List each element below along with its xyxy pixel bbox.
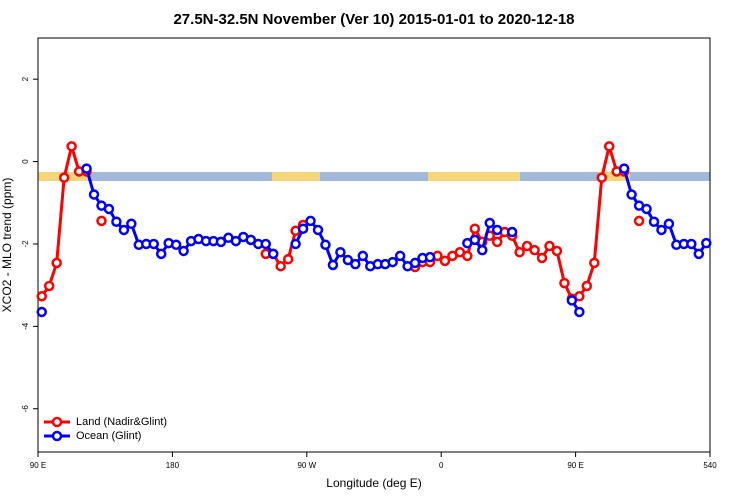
data-point	[36, 306, 47, 318]
data-point	[305, 215, 316, 227]
data-point	[36, 291, 47, 302]
x-tick-label: 540	[703, 461, 717, 470]
data-point	[88, 189, 100, 200]
data-point	[514, 246, 525, 258]
data-point	[566, 295, 578, 306]
data-point	[312, 224, 324, 236]
data-point	[633, 215, 645, 227]
data-point	[686, 238, 697, 250]
data-point	[551, 245, 563, 257]
data-point	[626, 189, 637, 200]
series-line	[85, 168, 708, 313]
data-point	[596, 172, 607, 183]
data-point	[424, 251, 436, 263]
data-point	[574, 291, 585, 302]
y-tick-label: -4	[21, 322, 30, 330]
data-point	[58, 172, 70, 183]
data-point	[439, 255, 451, 267]
data-point	[118, 224, 130, 236]
data-point	[693, 248, 705, 260]
data-point	[641, 203, 652, 215]
data-point	[267, 248, 279, 260]
data-point	[521, 240, 533, 252]
data-point	[81, 163, 92, 174]
data-point	[469, 234, 481, 246]
data-point	[656, 224, 667, 236]
y-tick-label: -2	[21, 240, 30, 248]
legend-label: Ocean (Glint)	[76, 430, 141, 442]
data-point	[342, 254, 354, 266]
data-point	[603, 141, 615, 152]
data-point	[178, 245, 189, 257]
data-point	[469, 223, 481, 234]
data-point	[581, 280, 593, 292]
data-point	[51, 257, 62, 269]
data-point	[43, 280, 55, 292]
data-point	[155, 248, 167, 260]
data-point	[282, 253, 294, 265]
data-point	[536, 252, 548, 264]
data-point	[559, 277, 570, 289]
data-point	[66, 141, 77, 152]
data-point	[230, 235, 242, 247]
data-point	[394, 250, 406, 262]
x-tick-label: 0	[439, 461, 444, 470]
data-point	[275, 260, 286, 272]
data-point	[409, 257, 421, 269]
data-point	[148, 238, 159, 250]
data-point	[320, 239, 331, 251]
data-point	[574, 306, 585, 318]
data-point	[491, 224, 503, 236]
data-point	[477, 244, 488, 256]
data-point	[215, 236, 227, 248]
data-point	[506, 226, 518, 238]
data-point	[529, 244, 540, 256]
data-point	[357, 250, 369, 262]
data-point	[297, 223, 309, 234]
data-point	[589, 257, 600, 269]
y-tick-label: 2	[21, 76, 30, 81]
x-tick-label: 90 W	[297, 461, 316, 470]
data-point	[618, 163, 630, 174]
x-tick-label: 180	[166, 461, 180, 470]
data-point	[484, 217, 495, 229]
y-tick-label: 0	[21, 159, 30, 164]
y-axis-label: XCO2 - MLO trend (ppm)	[0, 178, 14, 313]
data-point	[387, 256, 398, 268]
data-point	[350, 258, 361, 270]
legend-marker	[51, 430, 63, 442]
data-point	[327, 259, 339, 271]
data-point	[96, 215, 107, 227]
data-point	[544, 240, 555, 252]
data-point	[335, 246, 346, 258]
legend-label: Land (Nadir&Glint)	[76, 416, 167, 428]
data-point	[245, 234, 257, 246]
legend-marker	[51, 416, 63, 428]
data-point	[111, 216, 122, 227]
chart-title: 27.5N-32.5N November (Ver 10) 2015-01-01…	[173, 11, 574, 28]
data-point	[170, 239, 182, 251]
x-tick-label: 90 E	[30, 461, 46, 470]
land-ocean-strip	[38, 172, 710, 181]
y-tick-label: -6	[21, 405, 30, 413]
data-point	[462, 250, 473, 262]
data-point	[126, 218, 137, 230]
x-tick-label: 90 E	[567, 461, 583, 470]
data-point	[103, 203, 115, 215]
x-axis-label: Longitude (deg E)	[326, 476, 421, 490]
data-point	[491, 236, 503, 248]
data-point	[701, 237, 712, 249]
data-point	[648, 216, 660, 227]
data-point	[260, 238, 271, 250]
data-point	[290, 238, 301, 250]
data-point	[663, 218, 675, 230]
